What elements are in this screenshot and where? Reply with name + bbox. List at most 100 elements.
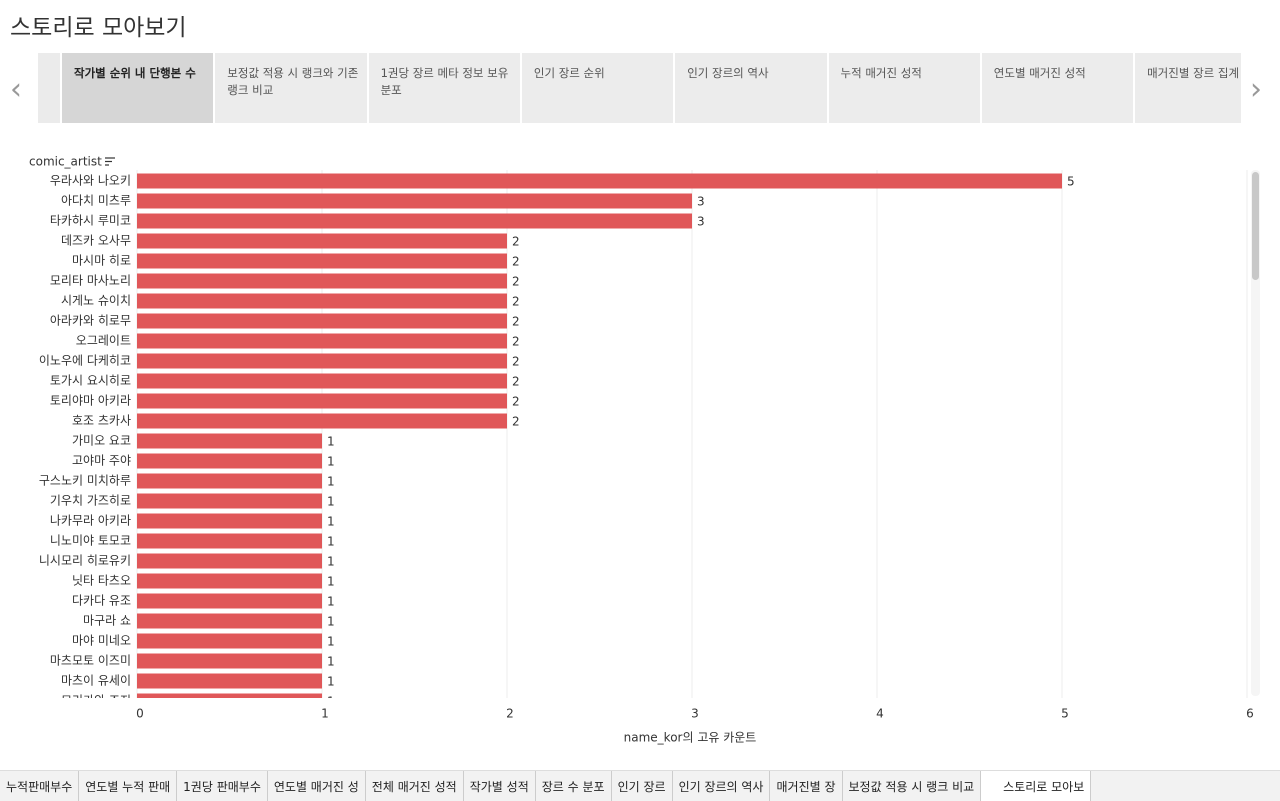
data-label: 3 (697, 195, 705, 209)
bar (137, 393, 507, 409)
y-tick-label: 모리타 마사노리 (50, 274, 131, 288)
bar (137, 473, 322, 489)
y-tick-label: 토리야마 아키라 (50, 394, 131, 408)
y-tick-label: 고야마 주야 (72, 454, 131, 468)
story-tab[interactable]: 연도별 매거진 성적 (979, 53, 1140, 123)
bar (137, 513, 322, 529)
scrollbar[interactable] (1251, 170, 1260, 696)
sheet-tab[interactable]: 장르 수 분포 (536, 771, 612, 801)
bar (137, 593, 322, 609)
x-tick-label: 6 (1246, 707, 1254, 721)
bar (137, 633, 322, 649)
y-tick-label: 마츠모토 이즈미 (50, 654, 131, 668)
sheet-tab[interactable]: 매거진별 장 (770, 771, 843, 801)
story-tab[interactable]: 보정값 적용 시 랭크와 기존 랭크 비교 (213, 53, 374, 123)
bar (137, 613, 322, 629)
data-label: 1 (327, 675, 335, 689)
x-tick-label: 3 (691, 707, 699, 721)
y-axis-label: comic_artist (29, 155, 102, 169)
y-tick-label: 시게노 슈이치 (61, 294, 131, 308)
sheet-tab[interactable]: 작가별 성적 (464, 771, 536, 801)
data-label: 5 (1067, 175, 1075, 189)
x-tick-label: 4 (876, 707, 884, 721)
y-tick-label: 아라카와 히로무 (50, 314, 131, 328)
y-tick-label: 다카다 유조 (72, 594, 131, 608)
data-label: 1 (327, 695, 335, 709)
data-label: 1 (327, 495, 335, 509)
y-tick-label: 닛타 타츠오 (72, 574, 131, 588)
y-tick-label: 나카무라 아키라 (50, 514, 131, 528)
x-tick-label: 5 (1061, 707, 1069, 721)
y-tick-label: 타카하시 루미코 (50, 214, 131, 228)
bar (137, 233, 507, 249)
sheet-tab[interactable]: 1권당 판매부수 (177, 771, 268, 801)
data-label: 2 (512, 275, 520, 289)
x-tick-label: 0 (136, 707, 144, 721)
bar (137, 413, 507, 429)
data-label: 1 (327, 535, 335, 549)
data-label: 1 (327, 515, 335, 529)
bar (137, 673, 322, 689)
bar (137, 313, 507, 329)
data-label: 2 (512, 355, 520, 369)
sheet-tab[interactable]: 전체 매거진 성적 (366, 771, 464, 801)
story-tab[interactable]: 1권당 장르 메타 정보 보유 분포 (366, 53, 527, 123)
bar (137, 533, 322, 549)
bar (137, 573, 322, 589)
y-tick-label: 이노우에 다케히코 (39, 354, 131, 368)
chart: comic_artist name_kor의 고유 카운트 0 1 2 3 4 5 6 우라사… (29, 155, 1260, 745)
y-tick-label: 호조 츠카사 (72, 414, 131, 428)
data-label: 2 (512, 295, 520, 309)
sheet-tab[interactable]: 연도별 누적 판매 (79, 771, 178, 801)
sheet-tab[interactable]: 연도별 매거진 성 (268, 771, 366, 801)
scrollbar-thumb[interactable] (1252, 172, 1259, 280)
y-tick-label: 구스노키 미치하루 (39, 474, 131, 488)
data-label: 1 (327, 475, 335, 489)
data-label: 1 (327, 615, 335, 629)
y-tick-label: 니시모리 히로유키 (39, 554, 131, 568)
sheet-tabs: 누적판매부수 연도별 누적 판매 1권당 판매부수 연도별 매거진 성 전체 매거진 성… (0, 770, 1280, 801)
sheet-tab[interactable]: 누적판매부수 (0, 771, 80, 801)
bar (137, 253, 507, 269)
sheet-tab[interactable]: 보정값 적용 시 랭크 비교 (843, 771, 982, 801)
y-tick-label: 마츠이 유세이 (61, 674, 131, 688)
bar (137, 333, 507, 349)
data-label: 2 (512, 335, 520, 349)
bar (137, 273, 507, 289)
story-tab[interactable]: 인기 장르 순위 (519, 53, 680, 123)
story-tab[interactable]: 누적 매거진 성적 (826, 53, 987, 123)
bar (137, 553, 322, 569)
bar (137, 353, 507, 369)
story-tabs: 작가별 순위 내 단행본 수 보정값 적용 시 랭크와 기존 랭크 비교 1권당 장… (38, 53, 1241, 123)
data-label: 2 (512, 375, 520, 389)
page-title: 스토리로 모아보기 (10, 15, 187, 41)
y-tick-label: 마야 미네오 (72, 634, 131, 648)
sheet-tab[interactable]: 스토리로 모아보 (981, 771, 1092, 801)
data-label: 1 (327, 635, 335, 649)
y-tick-label: 가미오 요코 (72, 434, 131, 448)
story-tab[interactable]: 작가별 순위 내 단행본 수 (60, 53, 220, 123)
prev-story[interactable]: ‹ (10, 72, 22, 107)
y-tick-label: 오그레이트 (76, 334, 131, 348)
next-story[interactable]: › (1250, 72, 1262, 107)
story-tab[interactable]: 매거진별 장르 집계 (1133, 53, 1241, 123)
data-label: 2 (512, 415, 520, 429)
y-tick-label: 모리카와 조지 (61, 694, 131, 708)
sheet-tab[interactable]: 인기 장르의 역사 (673, 771, 771, 801)
bar (137, 373, 507, 389)
x-tick-label: 2 (506, 707, 514, 721)
data-label: 1 (327, 555, 335, 569)
sheet-tab[interactable]: 인기 장르 (612, 771, 673, 801)
data-label: 2 (512, 255, 520, 269)
data-label: 2 (512, 315, 520, 329)
data-label: 1 (327, 595, 335, 609)
bar (137, 213, 692, 229)
data-label: 1 (327, 455, 335, 469)
bar (137, 453, 322, 469)
bar (137, 433, 322, 449)
y-tick-label: 아다치 미츠루 (61, 194, 131, 208)
story-tab[interactable]: 인기 장르의 역사 (673, 53, 834, 123)
bar (137, 293, 507, 309)
y-tick-label: 니노미야 토모코 (50, 534, 131, 548)
